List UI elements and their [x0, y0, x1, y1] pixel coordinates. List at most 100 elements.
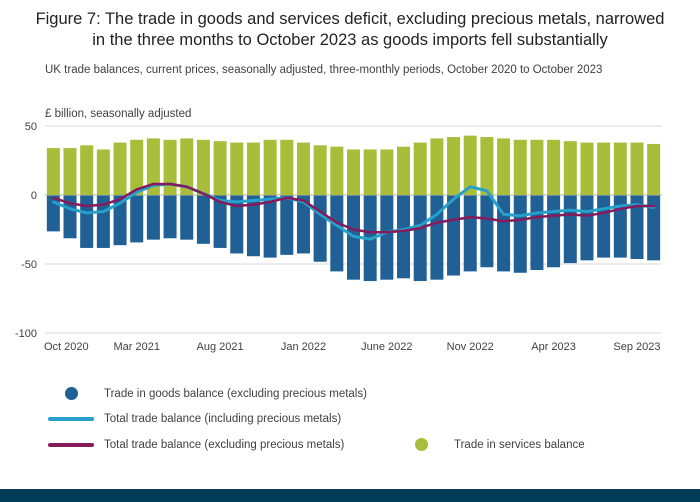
x-tick-label: Apr 2023	[531, 341, 576, 353]
x-tick-label: Aug 2021	[197, 341, 244, 353]
bar-services	[180, 138, 194, 195]
unit-label: £ billion, seasonally adjusted	[45, 108, 191, 120]
bar-services	[330, 146, 344, 195]
bar-goods	[647, 195, 661, 261]
bar-goods	[630, 195, 644, 259]
bar-services	[96, 149, 110, 195]
bar-goods	[480, 195, 494, 268]
bar-services	[563, 141, 577, 195]
bar-goods	[280, 195, 294, 255]
bar-goods	[580, 195, 594, 261]
legend-item-total-excluding: Total trade balance (excluding precious …	[48, 438, 398, 451]
goods-balance-dot-marker	[64, 387, 78, 400]
bar-services	[463, 135, 477, 195]
x-tick-label: June 2022	[361, 341, 412, 353]
bar-goods	[313, 195, 327, 262]
bar-services	[280, 139, 294, 195]
legend-item-goods-balance: Trade in goods balance (excluding precio…	[48, 387, 398, 400]
bar-services	[246, 142, 260, 195]
y-tick-label: -50	[21, 259, 37, 271]
bar-services	[146, 138, 160, 195]
bar-services	[630, 142, 644, 195]
bar-services	[130, 139, 144, 195]
bar-services	[363, 149, 377, 195]
chart-area: 50 0 -50 -100 £ billion, seasonally adjusted…	[0, 104, 700, 361]
bar-services	[547, 139, 561, 195]
legend-label-goods-balance: Trade in goods balance (excluding precio…	[104, 387, 367, 400]
bar-goods	[430, 195, 444, 280]
bar-services	[530, 139, 544, 195]
bar-goods	[213, 195, 227, 248]
x-tick-label: Oct 2020	[44, 341, 89, 353]
bar-services	[513, 139, 527, 195]
y-tick-label: -100	[15, 328, 37, 340]
bar-goods	[513, 195, 527, 273]
legend-item-total-including: Total trade balance (including precious …	[48, 413, 398, 425]
bar-services	[213, 141, 227, 195]
bar-goods	[530, 195, 544, 271]
line-total-including-precious-metals	[51, 182, 656, 241]
x-tick-label: Jan 2022	[281, 341, 326, 353]
legend-label-total-including: Total trade balance (including precious …	[104, 413, 342, 425]
total-including-line-marker	[48, 417, 94, 421]
bar-services	[196, 139, 210, 195]
figure-title: Figure 7: The trade in goods and service…	[35, 10, 665, 49]
bar-services	[613, 142, 627, 195]
bar-services	[647, 143, 661, 195]
bar-goods	[163, 195, 177, 239]
bar-services	[497, 138, 511, 195]
bar-goods	[413, 195, 427, 282]
bar-services	[113, 142, 127, 195]
bar-goods	[547, 195, 561, 268]
bar-services	[46, 148, 60, 195]
footer-band	[0, 489, 700, 502]
bar-goods	[330, 195, 344, 272]
bar-goods	[80, 195, 94, 248]
x-tick-label: Nov 2022	[447, 341, 494, 353]
bar-goods	[130, 195, 144, 243]
bar-services	[480, 137, 494, 195]
legend: Trade in goods balance (excluding precio…	[48, 387, 700, 451]
bar-goods	[246, 195, 260, 257]
bar-services	[80, 145, 94, 195]
bar-services	[430, 138, 444, 195]
bar-services	[313, 145, 327, 195]
bar-services	[380, 149, 394, 195]
bar-goods	[563, 195, 577, 264]
bar-services	[580, 142, 594, 195]
bar-services	[397, 146, 411, 195]
bar-services	[63, 148, 77, 195]
bar-goods	[146, 195, 160, 240]
bar-services	[413, 142, 427, 195]
bar-goods	[447, 195, 461, 276]
total-excluding-line-marker	[48, 442, 94, 447]
y-tick-label: 0	[31, 190, 37, 202]
bar-goods	[380, 195, 394, 280]
bar-goods	[113, 195, 127, 246]
figure-subtitle: UK trade balances, current prices, seaso…	[45, 64, 603, 76]
legend-item-services-balance: Trade in services balance	[398, 438, 700, 451]
bar-services	[296, 142, 310, 195]
bar-goods	[597, 195, 611, 258]
bar-goods	[263, 195, 277, 258]
bar-services	[163, 139, 177, 195]
bar-services	[447, 137, 461, 195]
bar-services	[263, 139, 277, 195]
y-tick-label: 50	[25, 121, 37, 133]
bar-goods	[463, 195, 477, 272]
bar-goods	[296, 195, 310, 254]
bar-services	[597, 142, 611, 195]
services-balance-dot-marker	[414, 438, 428, 451]
line-total-excluding-precious-metals	[52, 182, 655, 234]
bar-services	[230, 142, 244, 195]
x-tick-label: Mar 2021	[113, 341, 159, 353]
bar-goods	[230, 195, 244, 254]
bar-services	[346, 149, 361, 195]
bar-goods	[613, 195, 627, 258]
bar-goods	[196, 195, 210, 244]
bar-goods	[397, 195, 411, 279]
legend-label-services-balance: Trade in services balance	[454, 438, 585, 451]
legend-label-total-excluding: Total trade balance (excluding precious …	[104, 438, 345, 451]
x-tick-label: Sep 2023	[613, 341, 660, 353]
trade-chart-svg: 50 0 -50 -100 £ billion, seasonally adjusted…	[15, 108, 662, 353]
